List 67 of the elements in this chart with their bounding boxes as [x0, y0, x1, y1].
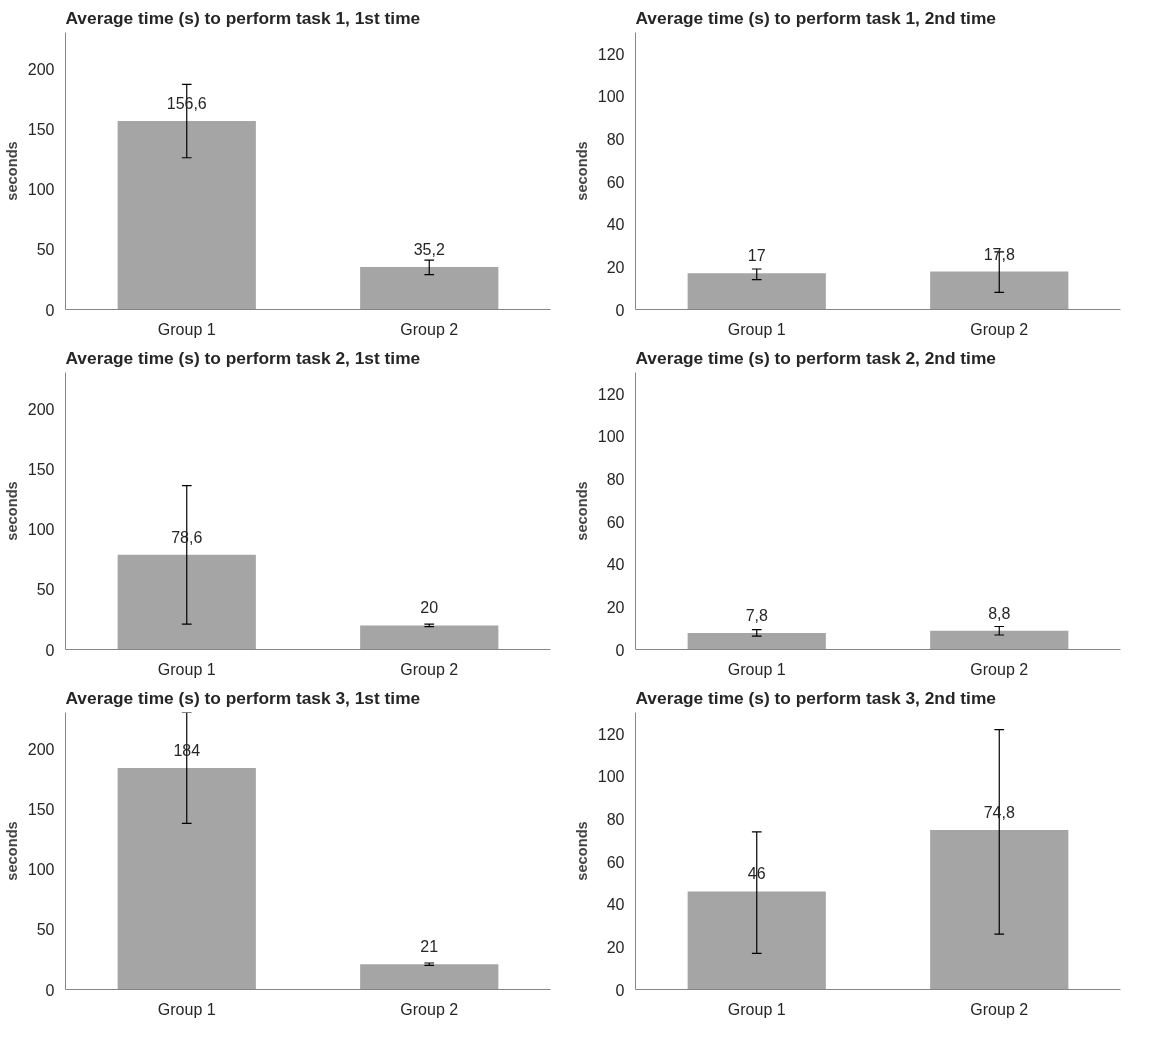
y-tick-label: 200: [27, 400, 55, 418]
y-tick-label: 20: [606, 938, 625, 956]
data-label: 17,8: [983, 245, 1015, 263]
x-tick-label: Group 1: [157, 320, 216, 338]
data-label: 7,8: [745, 606, 768, 624]
x-tick-label: Group 1: [157, 1000, 216, 1018]
y-tick-label: 0: [615, 981, 625, 999]
y-tick-label: 0: [615, 641, 625, 659]
y-axis-title: seconds: [573, 481, 590, 541]
chart-title: Average time (s) to perform task 2, 1st time: [65, 347, 421, 368]
y-tick-label: 100: [597, 88, 625, 106]
chart-title: Average time (s) to perform task 1, 1st time: [65, 7, 421, 28]
y-tick-label: 100: [27, 521, 55, 539]
y-axis-title: seconds: [3, 481, 20, 541]
data-label: 21: [420, 938, 439, 956]
chart-title: Average time (s) to perform task 3, 1st time: [65, 687, 421, 708]
y-tick-label: 50: [36, 241, 55, 259]
x-tick-label: Group 1: [727, 320, 786, 338]
x-tick-label: Group 2: [970, 1000, 1029, 1018]
data-label: 35,2: [413, 241, 445, 259]
chart-title: Average time (s) to perform task 3, 2nd time: [635, 687, 997, 708]
x-tick-label: Group 1: [157, 660, 216, 678]
y-axis-title: seconds: [3, 821, 20, 881]
y-tick-label: 40: [606, 896, 625, 914]
y-tick-label: 20: [606, 258, 625, 276]
data-label: 8,8: [988, 604, 1011, 622]
y-tick-label: 80: [606, 131, 625, 149]
y-tick-label: 120: [597, 385, 625, 403]
x-tick-label: Group 2: [400, 660, 459, 678]
y-tick-label: 50: [36, 581, 55, 599]
y-tick-label: 60: [606, 173, 625, 191]
y-tick-label: 40: [606, 556, 625, 574]
y-tick-label: 0: [615, 301, 625, 319]
y-tick-label: 0: [45, 981, 55, 999]
y-axis-title: seconds: [573, 141, 590, 201]
y-tick-label: 60: [606, 853, 625, 871]
data-label: 17: [747, 247, 766, 265]
y-tick-label: 120: [597, 725, 625, 743]
y-axis-title: seconds: [573, 821, 590, 881]
x-tick-label: Group 1: [727, 660, 786, 678]
y-tick-label: 100: [27, 861, 55, 879]
y-tick-label: 80: [606, 811, 625, 829]
x-tick-label: Group 2: [970, 320, 1029, 338]
y-tick-label: 200: [27, 740, 55, 758]
y-tick-label: 50: [36, 921, 55, 939]
y-tick-label: 100: [27, 181, 55, 199]
y-tick-label: 60: [606, 513, 625, 531]
data-label: 20: [420, 599, 439, 617]
y-tick-label: 0: [45, 641, 55, 659]
y-tick-label: 100: [597, 768, 625, 786]
y-tick-label: 40: [606, 216, 625, 234]
chart-title: Average time (s) to perform task 1, 2nd time: [635, 7, 997, 28]
y-tick-label: 120: [597, 45, 625, 63]
y-tick-label: 100: [597, 428, 625, 446]
y-tick-label: 0: [45, 301, 55, 319]
x-tick-label: Group 2: [400, 320, 459, 338]
x-tick-label: Group 1: [727, 1000, 786, 1018]
y-tick-label: 80: [606, 471, 625, 489]
x-tick-label: Group 2: [970, 660, 1029, 678]
y-tick-label: 150: [27, 120, 55, 138]
y-tick-label: 150: [27, 800, 55, 818]
y-tick-label: 150: [27, 460, 55, 478]
y-axis-title: seconds: [3, 141, 20, 201]
y-tick-label: 200: [27, 60, 55, 78]
chart-title: Average time (s) to perform task 2, 2nd time: [635, 347, 997, 368]
x-tick-label: Group 2: [400, 1000, 459, 1018]
y-tick-label: 20: [606, 598, 625, 616]
